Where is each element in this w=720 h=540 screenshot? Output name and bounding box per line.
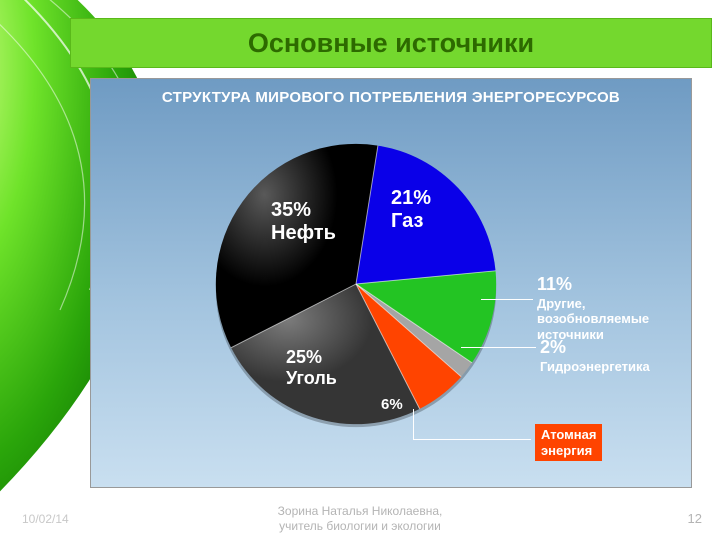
chart-title: СТРУКТУРА МИРОВОГО ПОТРЕБЛЕНИЯ ЭНЕРГОРЕС…: [91, 89, 691, 106]
chart-container: СТРУКТУРА МИРОВОГО ПОТРЕБЛЕНИЯ ЭНЕРГОРЕС…: [90, 78, 692, 488]
pie-chart: [211, 139, 501, 429]
footer-author: Зорина Наталья Николаевна, учитель биоло…: [0, 504, 720, 534]
ext-other-pct: 11%: [537, 274, 649, 296]
leader-atom-v: [413, 409, 414, 439]
ext-atom: Атомная энергия: [535, 424, 602, 461]
label-oil: 35% Нефть: [271, 199, 336, 245]
slide-title: Основные источники: [248, 28, 534, 59]
footer-page: 12: [688, 511, 702, 526]
label-coal-pct: 25%: [286, 347, 337, 368]
label-coal: 25% Уголь: [286, 347, 337, 388]
label-gas-pct: 21%: [391, 187, 431, 210]
leader-hydro: [461, 347, 536, 348]
label-atom-pct-val: 6%: [381, 396, 403, 413]
label-oil-pct: 35%: [271, 199, 336, 222]
ext-other-name: Другие, возобновляемые источники: [537, 296, 649, 342]
slide: Основные источники СТРУКТУРА МИРОВОГО ПО…: [0, 0, 720, 540]
ext-other: 11% Другие, возобновляемые источники: [537, 274, 649, 342]
slide-title-band: Основные источники: [70, 18, 712, 68]
label-atom-pct: 6%: [381, 396, 403, 413]
ext-hydro: 2% Гидроэнергетика: [540, 337, 650, 374]
leader-atom: [413, 439, 531, 440]
label-coal-name: Уголь: [286, 368, 337, 389]
label-gas: 21% Газ: [391, 187, 431, 233]
pie-svg: [211, 139, 501, 429]
leader-other: [481, 299, 533, 300]
label-oil-name: Нефть: [271, 222, 336, 245]
ext-atom-name: Атомная энергия: [535, 424, 602, 461]
ext-hydro-name: Гидроэнергетика: [540, 359, 650, 374]
ext-hydro-pct: 2%: [540, 337, 650, 359]
label-gas-name: Газ: [391, 210, 431, 233]
